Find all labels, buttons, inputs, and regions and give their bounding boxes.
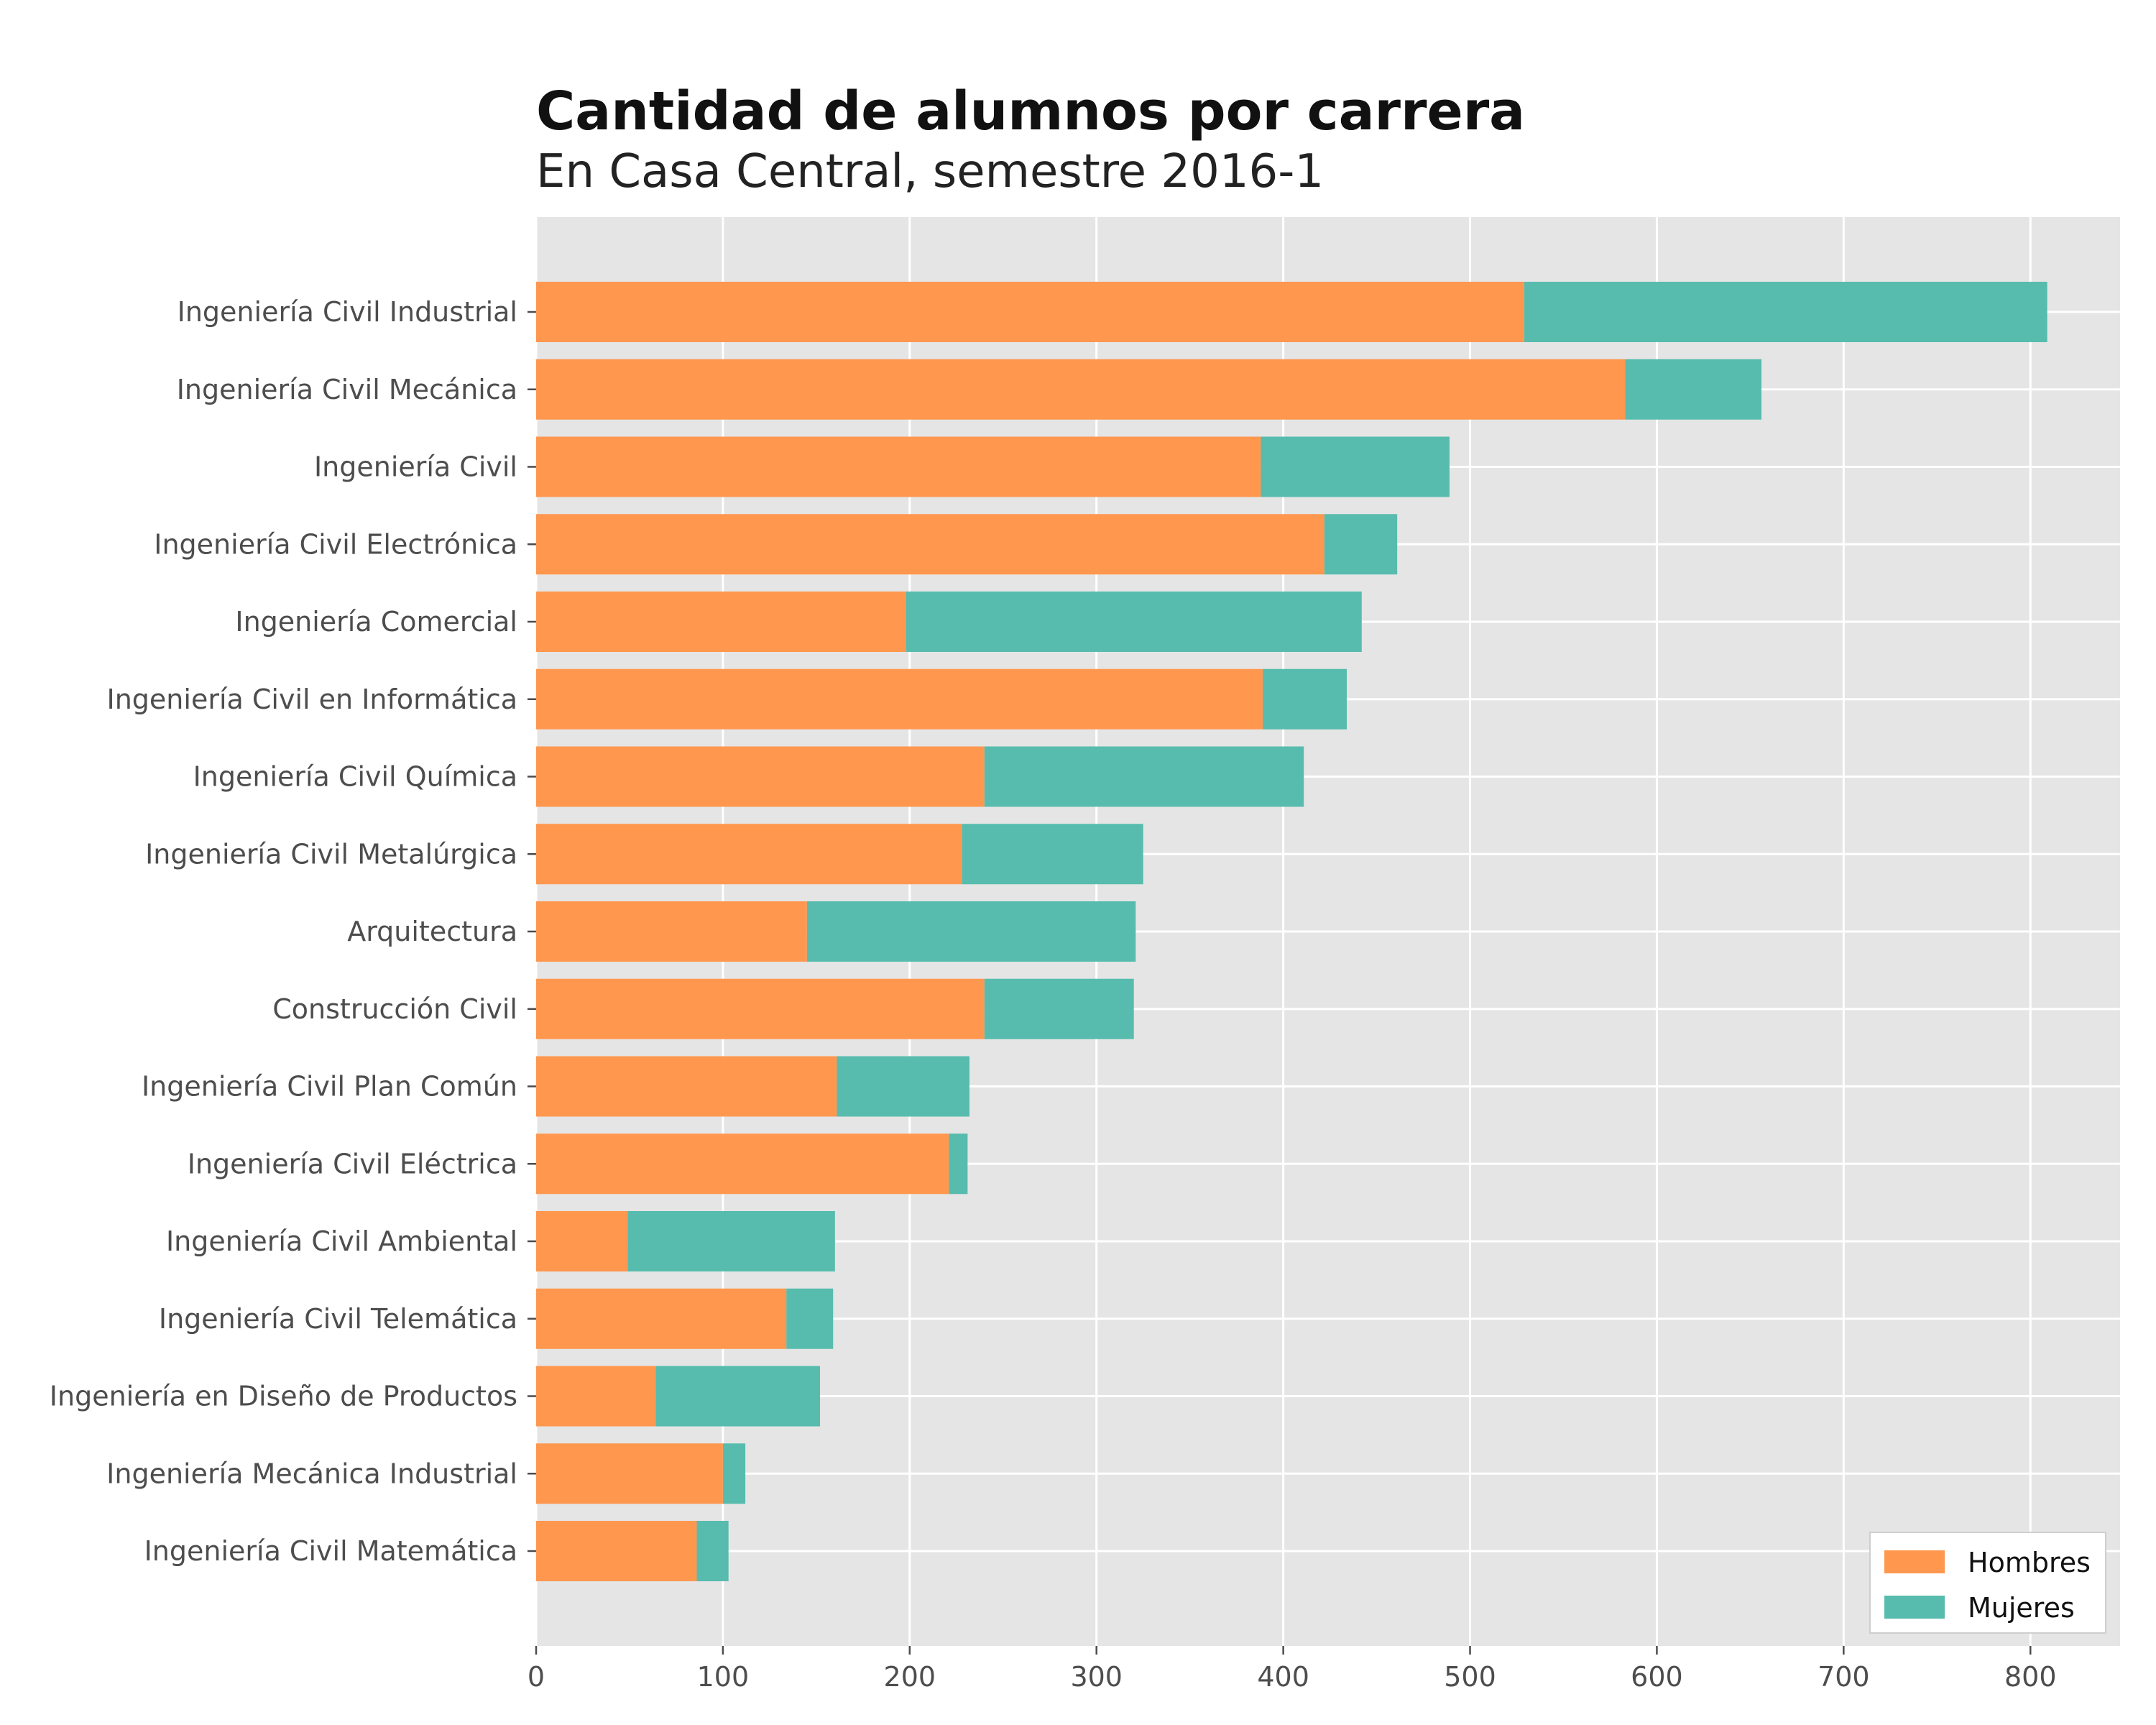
bar-mujeres — [1263, 668, 1347, 730]
y-tick-label: Arquitectura — [347, 916, 517, 947]
y-tick-label: Ingeniería Civil Metalúrgica — [145, 838, 517, 870]
x-tick-label: 400 — [1257, 1661, 1309, 1693]
y-tick-label: Ingeniería Civil Mecánica — [177, 374, 517, 405]
plot-area: Ingeniería Civil Industrial Ingeniería Ci… — [50, 217, 2120, 1693]
bar-hombres — [536, 1366, 656, 1427]
bar-hombres — [536, 1211, 628, 1271]
bar-hombres — [536, 1133, 949, 1195]
bar-mujeres — [984, 978, 1134, 1039]
bar-hombres — [536, 1521, 697, 1581]
bar-mujeres — [786, 1288, 834, 1349]
x-tick-label: 500 — [1444, 1661, 1496, 1693]
bar-hombres — [536, 978, 985, 1039]
y-tick-label: Ingeniería Civil Telemática — [159, 1303, 517, 1335]
x-tick-label: 700 — [1818, 1661, 1870, 1693]
bar-mujeres — [949, 1133, 968, 1195]
y-tick-label: Ingeniería Civil Industrial — [178, 296, 517, 328]
bar-mujeres — [1524, 282, 2047, 342]
bar-hombres — [536, 282, 1524, 342]
bar-mujeres — [627, 1211, 835, 1271]
bar-hombres — [536, 359, 1626, 420]
chart-subtitle: En Casa Central, semestre 2016-1 — [536, 145, 1324, 198]
y-tick-label: Ingeniería Mecánica Industrial — [106, 1458, 517, 1489]
bar-hombres — [536, 436, 1261, 497]
x-tick-label: 600 — [1631, 1661, 1683, 1693]
x-tick-label: 300 — [1070, 1661, 1123, 1693]
y-tick-label: Ingeniería Civil Ambiental — [166, 1225, 517, 1257]
bar-hombres — [536, 514, 1325, 575]
legend: Hombres Mujeres — [1869, 1532, 2106, 1634]
y-tick-label: Ingeniería en Diseño de Productos — [50, 1381, 517, 1412]
bar-hombres — [536, 901, 807, 962]
bar-hombres — [536, 1056, 837, 1117]
legend-swatch-mujeres — [1884, 1596, 1945, 1619]
bar-mujeres — [806, 901, 1136, 962]
bar-hombres — [536, 1443, 723, 1504]
legend-label-mujeres: Mujeres — [1968, 1592, 2075, 1624]
y-tick-label: Ingeniería Civil — [314, 451, 517, 483]
bar-mujeres — [696, 1521, 729, 1581]
y-tick-label: Ingeniería Civil Electrónica — [154, 528, 517, 560]
y-tick-label: Ingeniería Civil Matemática — [144, 1535, 517, 1567]
bar-hombres — [536, 1288, 787, 1349]
bar-mujeres — [1261, 436, 1450, 497]
y-tick-label: Ingeniería Civil Plan Común — [142, 1071, 517, 1103]
y-tick-label: Construcción Civil — [272, 993, 517, 1025]
y-tick-label: Ingeniería Civil Química — [193, 761, 517, 793]
bar-mujeres — [984, 746, 1304, 807]
bar-hombres — [536, 824, 962, 885]
bar-hombres — [536, 592, 906, 652]
bar-mujeres — [655, 1366, 821, 1427]
legend-swatch-hombres — [1884, 1550, 1945, 1573]
x-tick-label: 200 — [884, 1661, 936, 1693]
y-tick-label: Ingeniería Civil en Informática — [107, 684, 517, 715]
y-tick-label: Ingeniería Comercial — [235, 606, 517, 638]
x-tick-label: 0 — [528, 1661, 545, 1693]
bar-mujeres — [722, 1443, 746, 1504]
y-tick-label: Ingeniería Civil Eléctrica — [188, 1148, 517, 1179]
legend-label-hombres: Hombres — [1968, 1547, 2091, 1578]
x-tick-label: 100 — [697, 1661, 750, 1693]
bar-hombres — [536, 668, 1263, 730]
bar-hombres — [536, 746, 985, 807]
bar-mujeres — [962, 824, 1143, 885]
bar-mujeres — [906, 592, 1362, 652]
bar-mujeres — [837, 1056, 969, 1117]
x-tick-label: 800 — [2004, 1661, 2057, 1693]
chart-title: Cantidad de alumnos por carrera — [536, 80, 1525, 142]
bar-mujeres — [1625, 359, 1761, 420]
bar-mujeres — [1324, 514, 1398, 575]
